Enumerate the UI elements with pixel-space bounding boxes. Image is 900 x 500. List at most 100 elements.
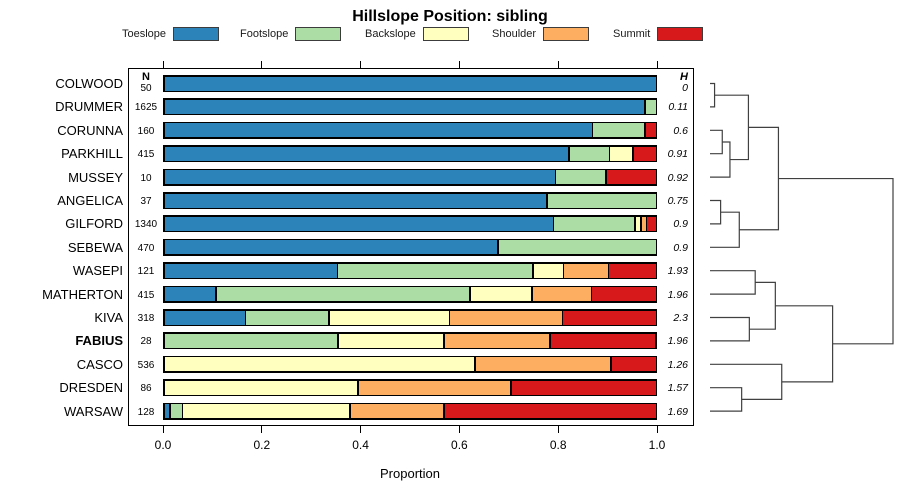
- legend-item-summit: Summit: [613, 26, 704, 42]
- legend-label: Toeslope: [122, 28, 167, 40]
- legend-item-toeslope: Toeslope: [122, 26, 220, 42]
- bar-segment-backslope: [338, 333, 444, 348]
- h-column-header: H: [680, 71, 688, 83]
- dendrogram-branch: [710, 129, 723, 155]
- bar-drummer: [163, 98, 657, 116]
- dendrogram-branch: [710, 211, 740, 248]
- bar-wasepi: [163, 262, 657, 280]
- h-value: 1.96: [667, 335, 688, 348]
- dendrogram-branch: [710, 199, 722, 225]
- legend-label: Backslope: [365, 28, 416, 40]
- n-column-header: N: [142, 71, 150, 83]
- tick-top: [557, 61, 559, 68]
- h-value: 1.69: [667, 405, 688, 418]
- row-label-casco: CASCO: [76, 356, 123, 372]
- n-value: 1340: [134, 219, 158, 231]
- bar-segment-footslope: [246, 310, 329, 325]
- bar-segment-backslope: [164, 357, 475, 372]
- bar-segment-summit: [611, 357, 656, 372]
- n-value: 37: [140, 196, 152, 207]
- bar-segment-toeslope: [164, 170, 555, 185]
- bar-parkhill: [163, 145, 657, 163]
- x-tick-label: 0.8: [549, 438, 567, 452]
- h-value: 0.92: [667, 171, 688, 184]
- tick-bottom: [360, 426, 362, 433]
- bar-segment-shoulder: [350, 404, 444, 419]
- dendrogram-branch: [710, 270, 756, 295]
- tick-top: [261, 61, 263, 68]
- n-value: 128: [137, 406, 155, 418]
- x-tick-label: 0.4: [352, 438, 369, 452]
- row-label-mussey: MUSSEY: [68, 169, 123, 185]
- bar-segment-toeslope: [164, 123, 592, 138]
- x-tick-label: 0.6: [451, 438, 468, 452]
- n-value: 470: [137, 242, 155, 254]
- h-value: 0.11: [668, 101, 688, 114]
- h-value: 0.75: [667, 195, 688, 207]
- bar-casco: [163, 355, 657, 373]
- row-label-fabius: FABIUS: [75, 333, 123, 349]
- bar-warsaw: [163, 402, 657, 420]
- bar-dresden: [163, 379, 657, 397]
- n-value: 415: [137, 289, 155, 301]
- legend-swatch: [657, 27, 704, 41]
- n-value: 86: [140, 383, 152, 395]
- row-label-parkhill: PARKHILL: [61, 146, 123, 162]
- dendrogram-branch: [714, 94, 750, 161]
- bar-segment-backslope: [183, 404, 350, 419]
- x-tick-label: 0.2: [253, 438, 271, 452]
- n-value: N 50: [140, 71, 152, 95]
- bar-segment-toeslope: [164, 287, 216, 302]
- bar-segment-shoulder: [358, 380, 511, 395]
- x-axis-title: Proportion: [380, 466, 440, 481]
- bar-segment-backslope: [533, 263, 563, 278]
- bar-matherton: [163, 285, 657, 303]
- tick-top: [162, 61, 164, 68]
- bar-segment-summit: [592, 287, 656, 302]
- row-label-gilford: GILFORD: [65, 216, 123, 232]
- bar-mussey: [163, 168, 657, 186]
- bar-sebewa: [163, 238, 657, 256]
- plot-box: [128, 68, 694, 426]
- bar-segment-backslope: [635, 216, 641, 231]
- dendrogram-branch: [749, 281, 776, 330]
- bar-segment-summit: [563, 310, 656, 325]
- bar-segment-footslope: [645, 99, 656, 114]
- dendrogram-branch: [710, 141, 731, 178]
- h-value: 0.9: [673, 218, 688, 231]
- bar-segment-footslope: [164, 333, 338, 348]
- dendrogram-branch: [710, 316, 750, 342]
- dendrogram-branch: [710, 387, 743, 412]
- bar-segment-toeslope: [164, 240, 498, 255]
- h-value: 0.6: [673, 124, 688, 137]
- legend-item-backslope: Backslope: [365, 26, 469, 42]
- bar-segment-shoulder: [444, 333, 550, 348]
- bar-segment-footslope: [593, 123, 645, 138]
- legend-swatch: [422, 27, 469, 41]
- bar-segment-footslope: [498, 240, 656, 255]
- n-value: 160: [137, 125, 155, 137]
- row-label-matherton: MATHERTON: [42, 286, 123, 302]
- n-value: 10: [140, 172, 152, 184]
- bar-segment-footslope: [216, 287, 470, 302]
- bar-segment-footslope: [556, 170, 606, 185]
- bar-segment-footslope: [547, 193, 656, 208]
- bar-segment-summit: [647, 216, 656, 231]
- row-label-drummer: DRUMMER: [55, 99, 123, 115]
- bar-segment-shoulder: [564, 263, 608, 278]
- x-tick-label: 1.0: [648, 438, 666, 452]
- h-value: 1.26: [667, 358, 688, 371]
- bar-segment-toeslope: [164, 310, 245, 325]
- tick-top: [458, 61, 460, 68]
- bar-segment-shoulder: [475, 357, 611, 372]
- legend-label: Summit: [613, 28, 651, 40]
- bar-segment-summit: [633, 146, 656, 161]
- bar-segment-summit: [511, 380, 656, 395]
- tick-bottom: [656, 426, 658, 433]
- bar-segment-shoulder: [532, 287, 591, 302]
- dendrogram-branch: [778, 177, 894, 345]
- row-label-wasepi: WASEPI: [72, 263, 123, 279]
- row-label-warsaw: WARSAW: [64, 403, 123, 419]
